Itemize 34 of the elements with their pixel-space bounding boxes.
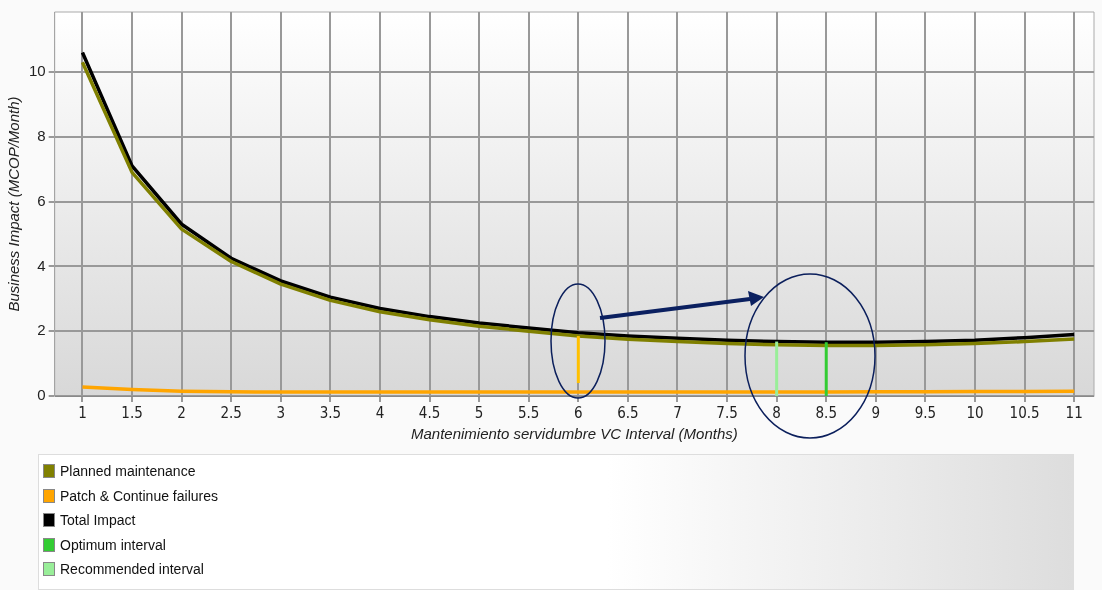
x-tick-label: 4.5 <box>418 403 441 422</box>
x-tick-label: 2 <box>177 403 186 422</box>
x-tick-label: 3 <box>276 403 286 422</box>
x-tick-label: 8.5 <box>815 403 837 422</box>
x-tick-label: 6 <box>574 403 583 422</box>
x-tick-label: 5 <box>474 403 484 422</box>
x-tick-label: 4 <box>375 403 385 422</box>
legend-label: Recommended interval <box>60 561 204 578</box>
x-axis-title: Mantenimiento servidumbre VC Interval (Months) <box>410 425 738 443</box>
y-tick-label: 0 <box>37 386 46 404</box>
x-tick-label: 8 <box>772 403 781 422</box>
x-tick-label: 5.5 <box>518 403 540 422</box>
x-tick-label: 3.5 <box>319 403 342 422</box>
x-tick-label: 10 <box>966 403 984 422</box>
x-tick-label: 7 <box>673 403 682 422</box>
x-tick-label: 2.5 <box>220 403 242 422</box>
x-tick-label: 1.5 <box>121 403 143 422</box>
x-tick-label: 9 <box>871 403 881 422</box>
x-tick-label: 11 <box>1065 403 1083 422</box>
legend-label: Planned maintenance <box>60 463 196 480</box>
y-axis-title: Business Impact (MCOP/Month) <box>5 96 23 312</box>
y-tick-label: 6 <box>37 191 46 209</box>
x-tick-label: 1 <box>78 403 87 422</box>
legend-label: Patch & Continue failures <box>60 487 218 504</box>
x-tick-label: 9.5 <box>914 403 937 422</box>
x-tick-label: 7.5 <box>716 403 738 422</box>
y-tick-label: 2 <box>37 321 46 339</box>
x-tick-label: 6.5 <box>617 403 639 422</box>
y-tick-label: 8 <box>37 126 46 144</box>
y-tick-label: 10 <box>29 62 46 80</box>
legend-label: Total Impact <box>60 512 136 529</box>
x-tick-label: 10.5 <box>1009 403 1040 422</box>
legend-label: Optimum interval <box>60 536 166 553</box>
y-tick-label: 4 <box>37 256 46 274</box>
